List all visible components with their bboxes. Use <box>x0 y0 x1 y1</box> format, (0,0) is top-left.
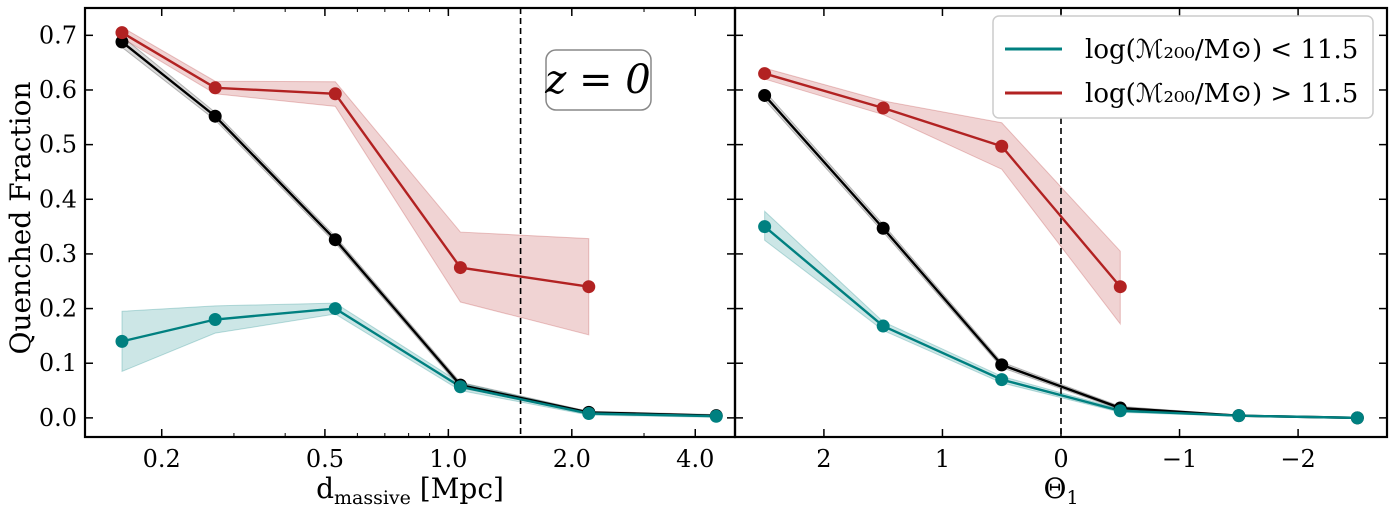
data-point-high <box>1113 280 1127 294</box>
band-high <box>764 67 1121 326</box>
data-point-low <box>995 373 1009 387</box>
x-axis-label: dmassive [Mpc] <box>316 472 504 509</box>
x-tick-label: 2 <box>816 445 831 473</box>
data-point-low <box>1232 409 1246 423</box>
x-tick-label: 2.0 <box>553 445 591 473</box>
data-point-low <box>328 302 342 316</box>
data-point-high <box>328 87 342 101</box>
data-point-all <box>328 233 342 247</box>
left-panel: 0.2 0.5 1.0 2.0 4.0 0.0 0.1 0.2 0.3 0.4 0.5 0.6 0.7 d… <box>39 6 737 509</box>
x-tick-label: 4.0 <box>676 445 714 473</box>
series-line-low <box>763 225 1358 420</box>
legend-label-low: log(ℳ₂₀₀/M⊙) < 11.5 <box>1085 35 1358 65</box>
redshift-annotation: z = 0 <box>544 57 650 103</box>
data-point-low <box>1350 411 1364 425</box>
y-tick-label: 0.4 <box>39 185 77 213</box>
data-point-low <box>709 409 723 423</box>
data-point-low <box>758 220 772 234</box>
y-axis-label: Quenched Fraction <box>4 82 37 355</box>
x-axis-label: Θ1 <box>1043 472 1078 509</box>
x-tick-label: 1 <box>935 445 950 473</box>
data-point-all <box>876 221 890 235</box>
x-tick-label: −1 <box>1162 445 1197 473</box>
data-point-high <box>115 26 129 40</box>
series-line-low <box>121 307 717 418</box>
data-point-low <box>453 380 467 394</box>
x-tick-label: 1.0 <box>429 445 467 473</box>
legend-box <box>992 15 1374 119</box>
y-tick-label: 0.6 <box>39 76 77 104</box>
legend-label-high: log(ℳ₂₀₀/M⊙) > 11.5 <box>1085 79 1358 109</box>
y-tick-label: 0.7 <box>39 21 77 49</box>
x-tick-label: 0 <box>1053 445 1068 473</box>
right-panel: 2 1 0 −1 −2 Θ1 log(ℳ₂₀₀/M⊙) < 11.5 log(ℳ₂₀₀/M⊙)… <box>733 6 1389 509</box>
x-tick-label: 0.2 <box>143 445 181 473</box>
series-line-high <box>764 72 1122 288</box>
data-point-low <box>208 313 222 327</box>
y-tick-label: 0.0 <box>39 404 77 432</box>
data-point-all <box>208 109 222 123</box>
data-point-high <box>758 67 772 81</box>
data-point-high <box>995 139 1009 153</box>
data-point-low <box>582 407 596 421</box>
y-tick-label: 0.3 <box>39 240 77 268</box>
data-point-high <box>582 280 596 294</box>
y-tick-label: 0.1 <box>39 349 77 377</box>
data-point-all <box>115 35 129 49</box>
annotation-box <box>545 49 652 111</box>
band-high <box>121 26 590 336</box>
data-point-high <box>208 81 222 95</box>
data-point-low <box>1113 404 1127 418</box>
data-point-high <box>453 261 467 275</box>
data-point-high <box>876 101 890 115</box>
y-tick-label: 0.5 <box>39 131 77 159</box>
y-tick-label: 0.2 <box>39 295 77 323</box>
x-tick-label: 0.5 <box>306 445 344 473</box>
x-tick-label: −2 <box>1280 445 1315 473</box>
data-point-low <box>115 334 129 348</box>
data-point-low <box>876 319 890 333</box>
data-point-all <box>995 358 1009 372</box>
data-point-all <box>758 88 772 102</box>
